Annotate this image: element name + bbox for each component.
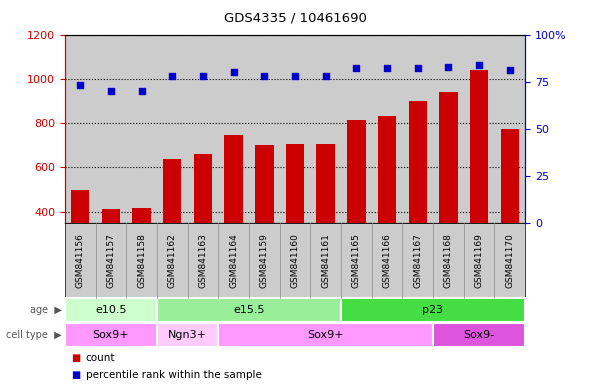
Text: GSM841168: GSM841168 — [444, 233, 453, 288]
Text: Ngn3+: Ngn3+ — [168, 330, 207, 340]
Point — [76, 82, 85, 88]
Text: Sox9+: Sox9+ — [93, 330, 129, 340]
Text: ■: ■ — [71, 370, 80, 380]
Text: count: count — [86, 353, 115, 362]
Text: GSM841163: GSM841163 — [198, 233, 208, 288]
Text: cell type  ▶: cell type ▶ — [6, 330, 62, 340]
Bar — [286, 144, 304, 300]
Text: e15.5: e15.5 — [233, 305, 265, 315]
Text: percentile rank within the sample: percentile rank within the sample — [86, 370, 261, 380]
Text: Sox9+: Sox9+ — [307, 330, 344, 340]
Point — [229, 69, 238, 75]
Text: GSM841162: GSM841162 — [168, 233, 177, 288]
Point — [198, 73, 208, 79]
Point — [321, 73, 330, 79]
Text: p23: p23 — [422, 305, 444, 315]
Text: GDS4335 / 10461690: GDS4335 / 10461690 — [224, 12, 366, 25]
Point — [168, 73, 177, 79]
Point — [137, 88, 146, 94]
Bar — [163, 159, 182, 300]
Text: age  ▶: age ▶ — [30, 305, 62, 315]
Text: GSM841165: GSM841165 — [352, 233, 361, 288]
Text: GSM841157: GSM841157 — [106, 233, 116, 288]
Point — [413, 65, 422, 71]
Text: GSM841169: GSM841169 — [474, 233, 484, 288]
Bar — [378, 116, 396, 300]
Bar — [132, 209, 151, 300]
Text: GSM841170: GSM841170 — [505, 233, 514, 288]
Text: GSM841167: GSM841167 — [413, 233, 422, 288]
Bar — [194, 154, 212, 300]
Bar — [347, 120, 366, 300]
Bar — [101, 209, 120, 300]
Bar — [439, 92, 458, 300]
Text: ■: ■ — [71, 353, 80, 362]
Bar — [255, 145, 274, 300]
Point — [382, 65, 392, 71]
Bar — [316, 144, 335, 300]
Point — [444, 63, 453, 70]
Text: GSM841156: GSM841156 — [76, 233, 85, 288]
Text: e10.5: e10.5 — [95, 305, 127, 315]
Bar — [71, 190, 90, 300]
Text: GSM841159: GSM841159 — [260, 233, 269, 288]
Text: GSM841160: GSM841160 — [290, 233, 300, 288]
Text: GSM841158: GSM841158 — [137, 233, 146, 288]
Point — [260, 73, 269, 79]
Bar — [224, 135, 243, 300]
Point — [474, 61, 484, 68]
Text: GSM841164: GSM841164 — [229, 233, 238, 288]
Bar — [408, 101, 427, 300]
Bar — [470, 70, 489, 300]
Text: GSM841161: GSM841161 — [321, 233, 330, 288]
Bar — [500, 129, 519, 300]
Point — [106, 88, 116, 94]
Point — [352, 65, 361, 71]
Text: Sox9-: Sox9- — [464, 330, 494, 340]
Point — [290, 73, 300, 79]
Text: GSM841166: GSM841166 — [382, 233, 392, 288]
Point — [505, 67, 514, 73]
